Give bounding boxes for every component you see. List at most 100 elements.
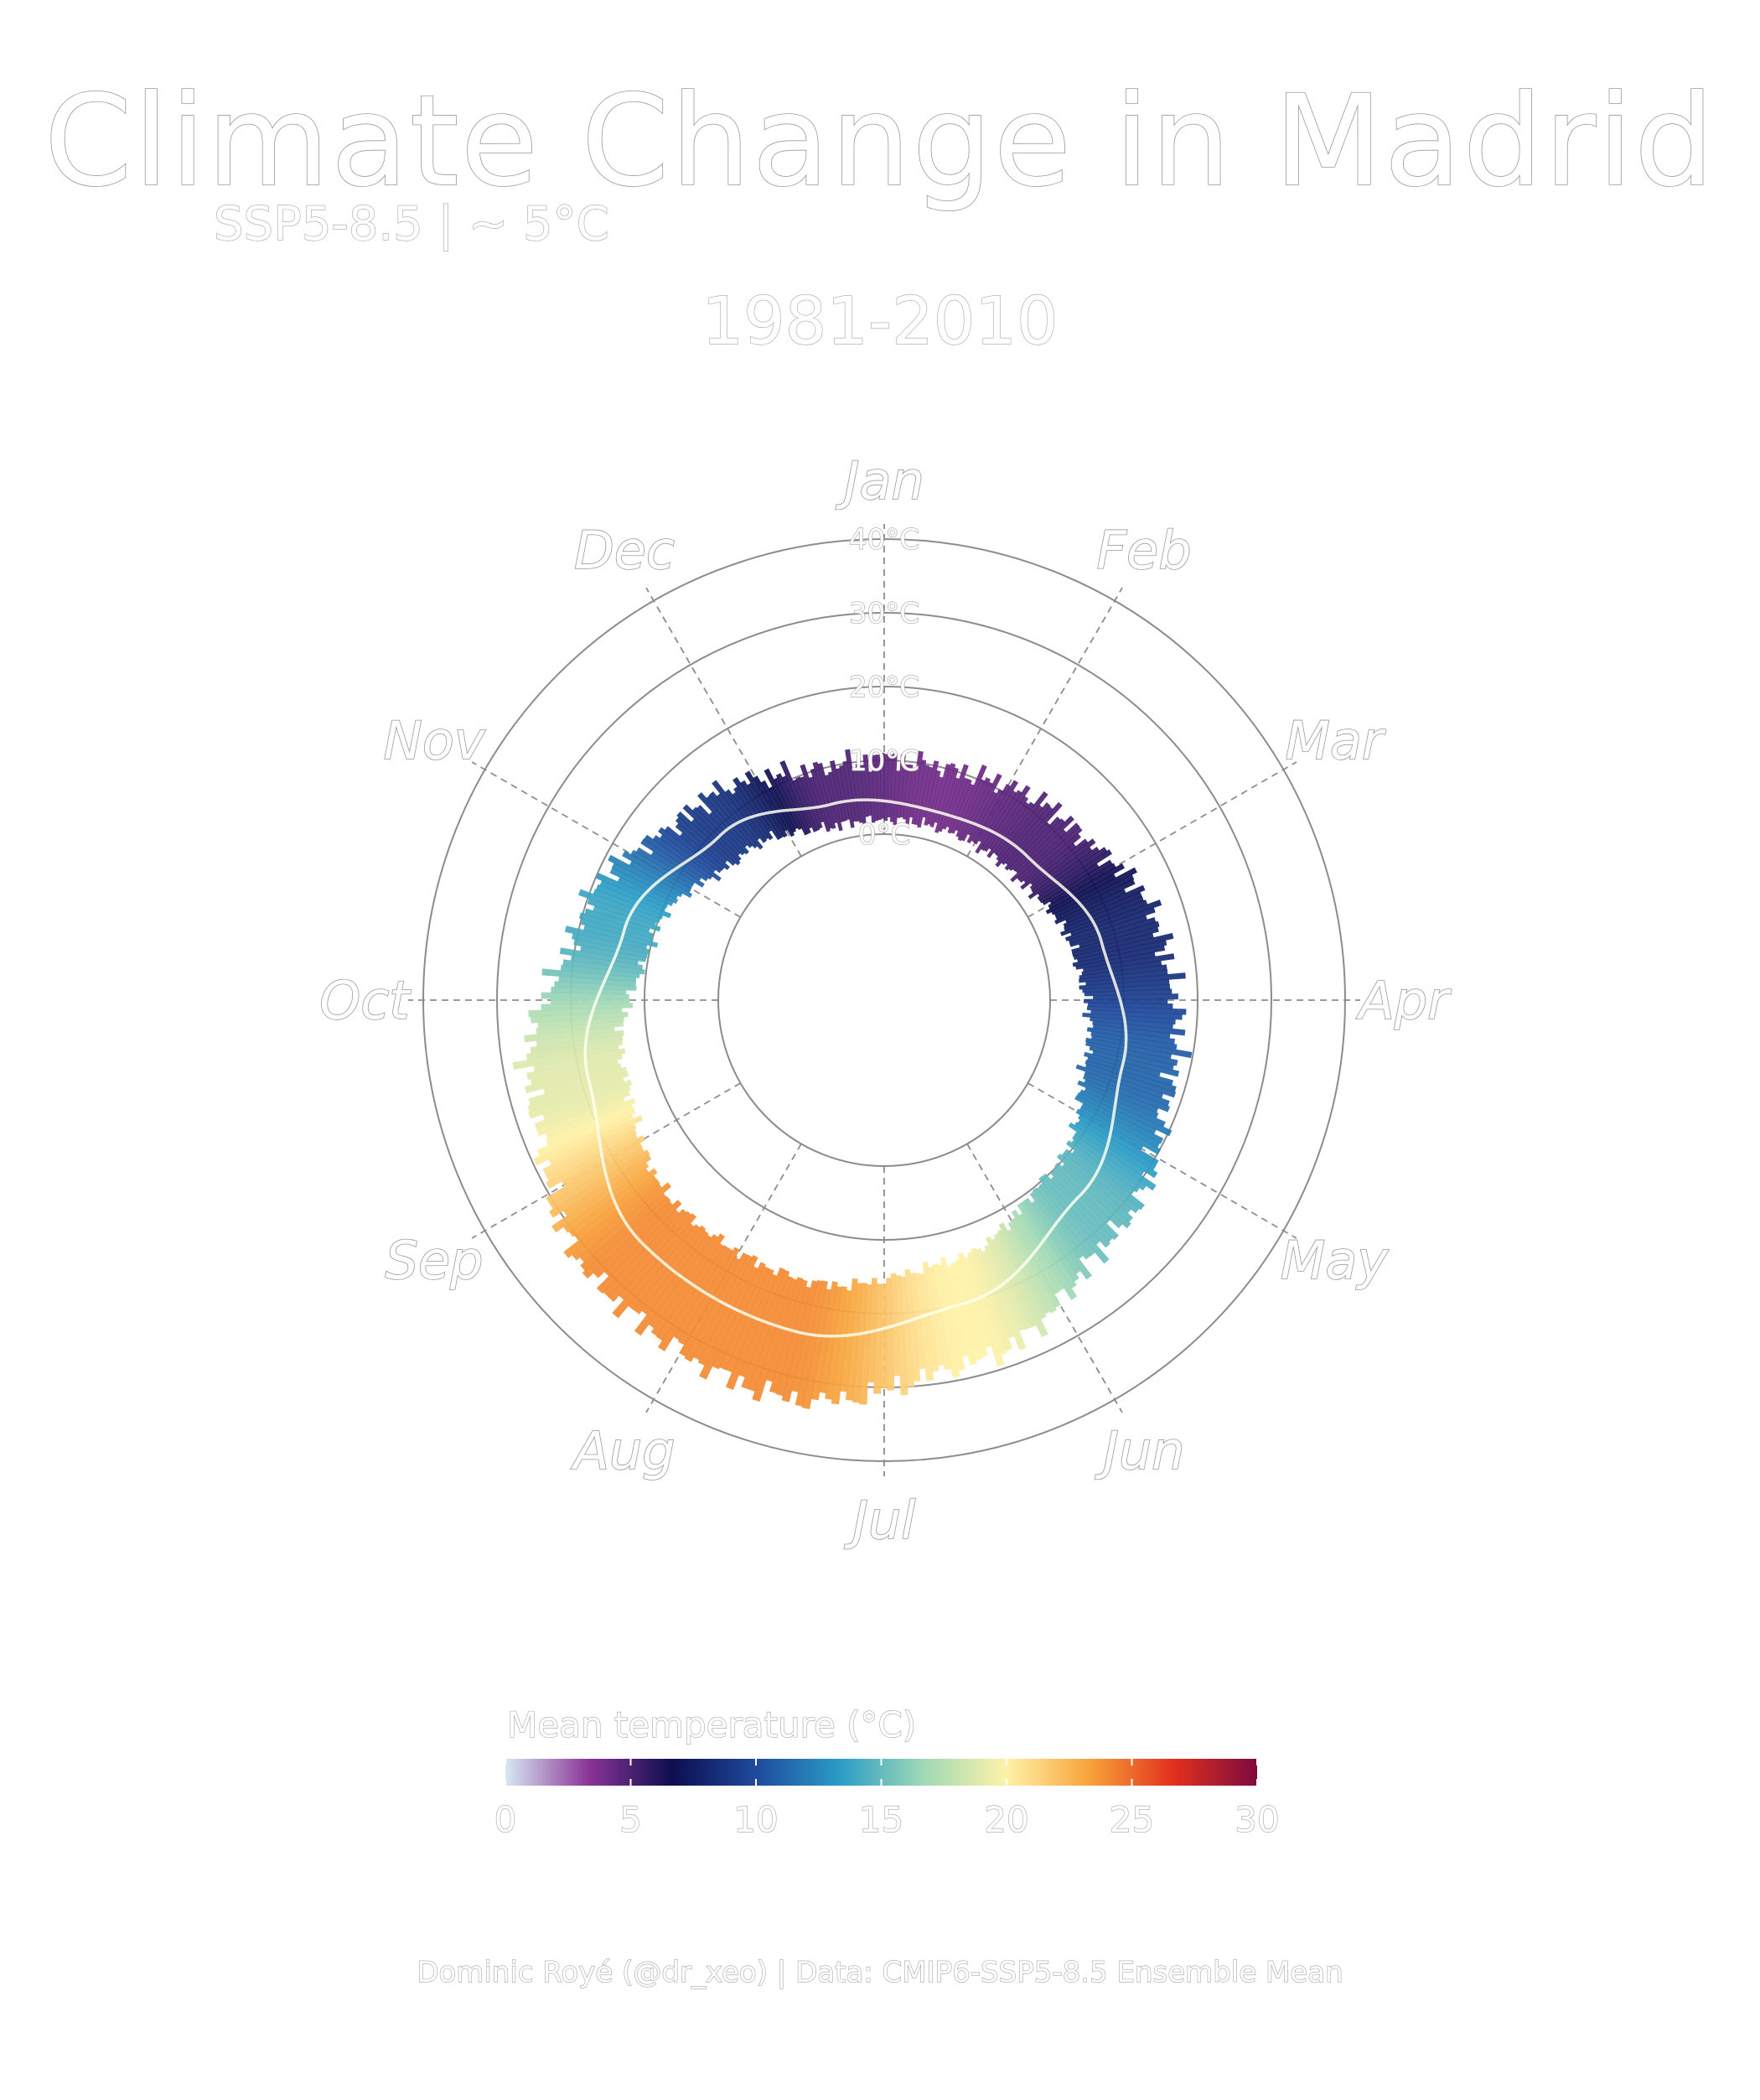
day-bar bbox=[1018, 1212, 1078, 1300]
legend-tick-label: 0 bbox=[494, 1799, 517, 1840]
day-bar bbox=[1064, 1149, 1140, 1214]
day-bar bbox=[1022, 832, 1082, 884]
month-label-dec: Dec bbox=[574, 520, 675, 581]
grid-circle-0 bbox=[717, 833, 1051, 1167]
radial-tick-label: 20°C bbox=[849, 671, 919, 704]
legend-tick-label: 15 bbox=[859, 1799, 903, 1840]
day-bar bbox=[1085, 972, 1186, 986]
day-bar bbox=[1073, 932, 1174, 960]
day-bar bbox=[886, 1278, 895, 1391]
day-bar bbox=[1036, 1185, 1096, 1257]
day-bar bbox=[1038, 1182, 1110, 1264]
day-bar bbox=[795, 776, 820, 832]
day-bar bbox=[1071, 926, 1159, 954]
day-bar bbox=[1082, 1012, 1176, 1025]
radial-tick-label: 40°C bbox=[849, 523, 919, 557]
day-bar bbox=[525, 1039, 624, 1061]
day-bar bbox=[565, 926, 648, 950]
day-bar bbox=[563, 1179, 660, 1258]
day-bar bbox=[1092, 1050, 1180, 1077]
day-bar bbox=[957, 777, 991, 842]
day-bar bbox=[536, 1020, 624, 1035]
day-bar bbox=[664, 826, 722, 874]
day-bar bbox=[928, 1267, 952, 1371]
day-bar bbox=[634, 1234, 712, 1336]
period-label: 1981-2010 bbox=[701, 284, 1058, 360]
day-bar bbox=[1048, 863, 1126, 910]
day-bar bbox=[596, 1209, 680, 1294]
day-bar bbox=[1090, 1009, 1183, 1020]
day-bar bbox=[981, 1249, 1027, 1351]
day-bar bbox=[657, 1245, 730, 1352]
day-bar bbox=[995, 802, 1051, 868]
day-bar bbox=[542, 1123, 637, 1176]
day-bar bbox=[656, 1242, 725, 1341]
day-bar bbox=[596, 873, 669, 909]
day-bar bbox=[908, 750, 924, 818]
day-bar bbox=[524, 1026, 615, 1043]
month-label-oct: Oct bbox=[319, 970, 412, 1031]
day-bar bbox=[741, 1269, 790, 1390]
day-bar bbox=[697, 1254, 758, 1366]
day-bar bbox=[1074, 1121, 1158, 1179]
day-bar bbox=[1054, 1162, 1123, 1229]
radial-tick-label: 0°C bbox=[858, 818, 910, 852]
day-bar bbox=[1072, 945, 1166, 967]
day-bar bbox=[541, 968, 637, 983]
day-bar bbox=[1074, 1095, 1164, 1144]
day-bar bbox=[644, 834, 709, 882]
day-bar bbox=[536, 1097, 625, 1137]
day-bar bbox=[890, 753, 898, 822]
day-bar bbox=[635, 847, 696, 886]
day-bar bbox=[1071, 1138, 1141, 1193]
day-bar bbox=[801, 1289, 832, 1409]
day-bar bbox=[545, 1103, 634, 1146]
day-bar bbox=[760, 780, 795, 837]
day-bar bbox=[1072, 1134, 1147, 1191]
day-bar bbox=[595, 884, 672, 919]
day-bar bbox=[546, 1142, 643, 1205]
day-bar bbox=[528, 1079, 633, 1119]
day-bar bbox=[1007, 1228, 1057, 1314]
day-bar bbox=[1092, 1020, 1186, 1036]
day-bar bbox=[1051, 867, 1137, 915]
day-bar bbox=[527, 1076, 625, 1112]
month-label-jun: Jun bbox=[1095, 1420, 1185, 1481]
day-bar bbox=[536, 1107, 636, 1157]
day-bar bbox=[1061, 1163, 1131, 1229]
day-bar bbox=[712, 780, 761, 841]
day-bar bbox=[708, 791, 758, 849]
day-bar bbox=[696, 805, 746, 856]
day-bar bbox=[630, 849, 693, 889]
day-bar bbox=[1029, 838, 1096, 890]
day-bar bbox=[580, 1192, 667, 1272]
day-bar bbox=[578, 889, 661, 923]
legend-tick-label: 25 bbox=[1110, 1799, 1154, 1840]
day-bar bbox=[852, 1283, 867, 1403]
day-bar bbox=[546, 1133, 639, 1189]
day-bar bbox=[764, 768, 799, 830]
mean-line bbox=[583, 798, 1128, 1338]
day-bar bbox=[1085, 1041, 1178, 1066]
day-bar bbox=[682, 804, 742, 862]
day-bar bbox=[525, 1063, 622, 1094]
day-bar bbox=[932, 1263, 960, 1378]
day-bar bbox=[994, 1232, 1048, 1338]
day-bar bbox=[873, 1283, 883, 1394]
day-bar bbox=[859, 1284, 872, 1405]
day-bar bbox=[1084, 1063, 1177, 1098]
day-bar bbox=[578, 912, 654, 938]
day-bar bbox=[775, 773, 809, 836]
day-bar bbox=[752, 1278, 798, 1402]
radial-tick-labels: 0°C 10°C 20°C 30°C 40°C bbox=[848, 522, 919, 852]
legend-tick-label: 20 bbox=[984, 1799, 1028, 1840]
day-bar bbox=[1069, 900, 1162, 936]
day-bar bbox=[740, 780, 782, 841]
day-bar bbox=[795, 1280, 828, 1407]
colorbar-legend: Mean temperature (°C) 0 5 10 15 20 25 30 bbox=[494, 1703, 1280, 1840]
day-bar bbox=[781, 1280, 818, 1403]
day-bar bbox=[1064, 907, 1156, 941]
day-bar bbox=[775, 1286, 811, 1397]
day-bar bbox=[744, 770, 788, 838]
month-label-aug: Aug bbox=[570, 1420, 675, 1481]
